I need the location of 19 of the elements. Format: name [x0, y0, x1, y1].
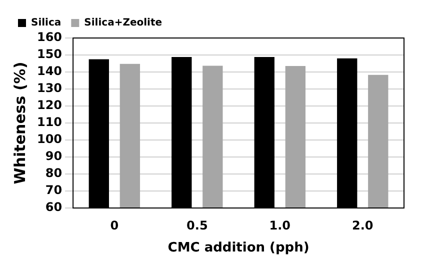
legend-label: Silica+Zeolite: [84, 18, 162, 29]
x-tick-label: 1.0: [269, 218, 291, 232]
y-tick-label: 70: [45, 183, 62, 198]
y-tick-label: 140: [36, 64, 62, 78]
y-tick-label: 160: [36, 30, 62, 44]
y-tick-label: 100: [36, 132, 62, 146]
y-tick-label: 80: [45, 166, 62, 180]
y-tick-label: 60: [45, 200, 62, 214]
y-tick-label: 120: [36, 98, 62, 112]
y-tick-label: 110: [36, 115, 62, 130]
y-tick-label: 150: [36, 47, 62, 62]
y-tick-label: 90: [45, 149, 62, 164]
y-axis-title: Whiteness (%): [10, 62, 29, 184]
x-tick-label: 0.5: [186, 218, 208, 232]
x-axis-title: CMC addition (pph): [168, 240, 310, 256]
y-tick-label: 130: [36, 81, 62, 96]
x-tick-label: 0: [110, 218, 119, 232]
legend-label: Silica: [31, 18, 62, 29]
x-tick-label: 2.0: [352, 218, 374, 232]
